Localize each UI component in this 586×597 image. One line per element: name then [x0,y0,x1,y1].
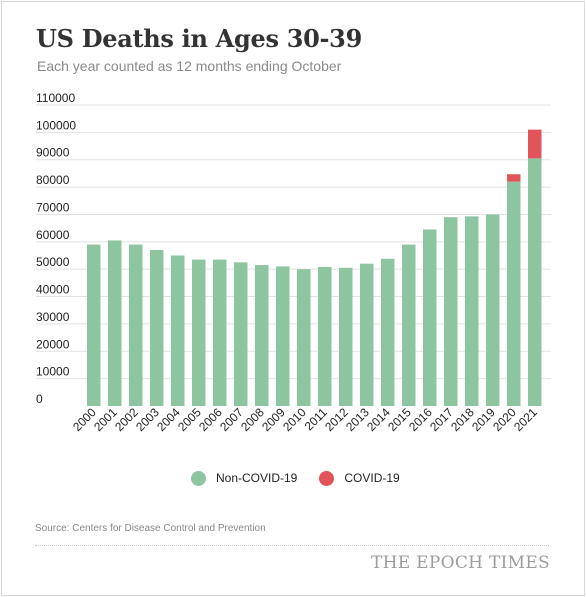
legend-item-covid: COVID-19 [319,470,400,486]
y-tick-label: 10000 [36,365,70,379]
y-tick-label: 90000 [36,146,70,160]
y-tick-label: 80000 [36,173,70,187]
bar-non-covid [108,240,122,406]
bar-non-covid [150,250,164,406]
bar-non-covid [444,217,458,406]
legend-swatch-covid [319,470,335,486]
y-tick-label: 40000 [36,283,70,297]
y-tick-label: 50000 [36,255,70,269]
y-axis-tick-labels: 0 10000 20000 30000 40000 50000 60000 70000 8000… [36,91,76,406]
legend-label-non-covid: Non-COVID-19 [216,471,298,485]
bar-non-covid [486,214,500,406]
y-tick-label: 100000 [36,118,76,132]
x-axis-tick-labels: 2000200120022003200420052006200720082009… [70,405,540,434]
bar-non-covid [213,259,227,406]
y-tick-label: 60000 [36,228,70,242]
bar-non-covid [87,244,101,406]
chart-title: US Deaths in Ages 30-39 [36,24,362,53]
bar-non-covid [297,269,311,406]
y-tick-label: 70000 [36,200,70,214]
footer-divider [35,545,549,546]
legend-label-covid: COVID-19 [344,471,400,485]
bar-non-covid [276,266,290,406]
publisher-logo: THE EPOCH TIMES [370,553,550,573]
legend: Non-COVID-19 COVID-19 [191,466,422,490]
bar-covid [507,174,521,182]
bar-non-covid [171,255,185,406]
chart-subtitle: Each year counted as 12 months ending Oc… [37,58,342,74]
bar-non-covid [339,267,353,406]
bar-non-covid [234,262,248,406]
bar-non-covid [402,244,416,406]
bar-non-covid [465,216,479,406]
x-tick-label: 2021 [511,405,540,434]
source-note: Source: Centers for Disease Control and … [35,523,266,534]
bar-non-covid [318,266,332,406]
y-tick-label: 30000 [36,310,70,324]
bar-non-covid [423,229,437,406]
bar-non-covid [360,263,374,406]
bar-non-covid [255,265,269,406]
y-tick-label: 20000 [36,337,70,351]
bar-covid [528,129,542,159]
bar-non-covid [528,158,542,406]
bar-non-covid [192,259,206,406]
bars [87,129,542,406]
bar-non-covid [507,181,521,406]
bar-non-covid [129,244,143,406]
y-tick-label: 0 [36,392,43,406]
legend-swatch-non-covid [191,470,206,486]
bar-non-covid [381,258,395,406]
legend-item-non-covid: Non-COVID-19 [191,470,298,486]
y-tick-label: 110000 [36,91,75,105]
